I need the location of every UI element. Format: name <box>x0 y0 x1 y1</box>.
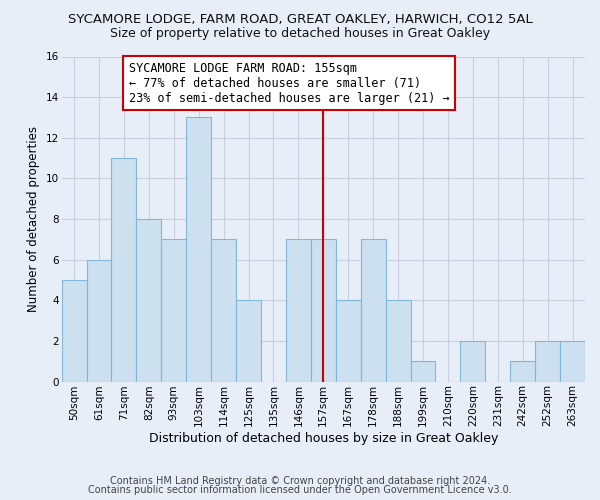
Text: Contains HM Land Registry data © Crown copyright and database right 2024.: Contains HM Land Registry data © Crown c… <box>110 476 490 486</box>
Bar <box>460 341 485 382</box>
Bar <box>535 341 560 382</box>
Text: SYCAMORE LODGE, FARM ROAD, GREAT OAKLEY, HARWICH, CO12 5AL: SYCAMORE LODGE, FARM ROAD, GREAT OAKLEY,… <box>68 12 532 26</box>
Bar <box>112 158 136 382</box>
Bar <box>510 361 535 382</box>
Bar <box>136 219 161 382</box>
Y-axis label: Number of detached properties: Number of detached properties <box>27 126 40 312</box>
Bar <box>560 341 585 382</box>
X-axis label: Distribution of detached houses by size in Great Oakley: Distribution of detached houses by size … <box>149 432 498 445</box>
Bar <box>86 260 112 382</box>
Bar <box>62 280 86 382</box>
Bar <box>211 240 236 382</box>
Bar <box>236 300 261 382</box>
Bar <box>161 240 186 382</box>
Bar <box>336 300 361 382</box>
Bar <box>386 300 410 382</box>
Bar <box>186 118 211 382</box>
Text: Contains public sector information licensed under the Open Government Licence v3: Contains public sector information licen… <box>88 485 512 495</box>
Text: SYCAMORE LODGE FARM ROAD: 155sqm
← 77% of detached houses are smaller (71)
23% o: SYCAMORE LODGE FARM ROAD: 155sqm ← 77% o… <box>129 62 449 104</box>
Bar <box>311 240 336 382</box>
Bar <box>410 361 436 382</box>
Bar <box>361 240 386 382</box>
Bar <box>286 240 311 382</box>
Text: Size of property relative to detached houses in Great Oakley: Size of property relative to detached ho… <box>110 28 490 40</box>
